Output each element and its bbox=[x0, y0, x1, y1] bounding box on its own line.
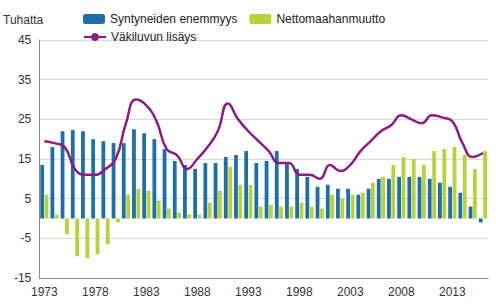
svg-text:25: 25 bbox=[18, 112, 32, 126]
svg-text:1988: 1988 bbox=[184, 285, 211, 299]
svg-text:1998: 1998 bbox=[286, 285, 313, 299]
svg-text:35: 35 bbox=[18, 73, 32, 87]
svg-text:2003: 2003 bbox=[337, 285, 364, 299]
svg-text:2013: 2013 bbox=[439, 285, 466, 299]
svg-text:1973: 1973 bbox=[31, 285, 58, 299]
svg-text:-15: -15 bbox=[14, 271, 32, 285]
svg-text:1978: 1978 bbox=[82, 285, 109, 299]
svg-text:45: 45 bbox=[18, 33, 32, 47]
svg-text:1993: 1993 bbox=[235, 285, 262, 299]
svg-text:Tuhatta: Tuhatta bbox=[3, 13, 44, 27]
svg-text:2008: 2008 bbox=[388, 285, 415, 299]
svg-text:15: 15 bbox=[18, 152, 32, 166]
svg-text:1983: 1983 bbox=[133, 285, 160, 299]
svg-text:Nettomaahanmuutto: Nettomaahanmuutto bbox=[276, 12, 385, 26]
svg-text:5: 5 bbox=[25, 192, 32, 206]
svg-text:-5: -5 bbox=[21, 231, 32, 245]
svg-text:Väkiluvun lisäys: Väkiluvun lisäys bbox=[111, 30, 196, 44]
svg-text:Syntyneiden enemmyys: Syntyneiden enemmyys bbox=[110, 12, 237, 26]
